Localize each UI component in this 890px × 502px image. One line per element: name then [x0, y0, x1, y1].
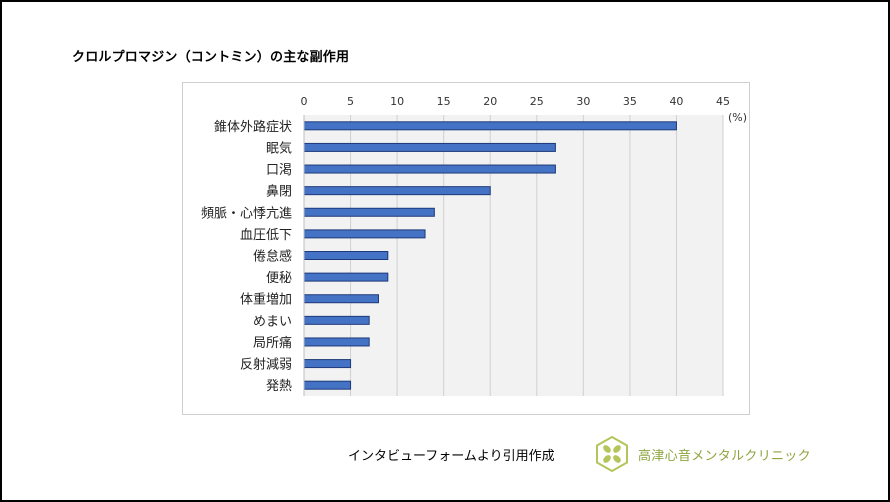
x-tick-label: 40 — [669, 95, 683, 108]
category-label: 反射減弱 — [240, 357, 292, 373]
category-label: 倦怠感 — [253, 249, 292, 265]
chart-title: クロルプロマジン（コントミン）の主な副作用 — [72, 50, 350, 65]
clinic-name: 高津心音メンタルクリニック — [638, 449, 811, 464]
category-label: 錐体外路症状 — [214, 119, 292, 135]
x-tick-label: 0 — [301, 95, 308, 108]
bar — [303, 121, 677, 131]
bar-chart: 0 5 10 15 20 25 30 35 40 45 (%) 錐体外路症状眠気口渇鼻閉頻脈・心悸亢進… — [201, 95, 747, 396]
bar — [303, 164, 556, 174]
x-tick-label: 15 — [437, 95, 451, 108]
bar — [303, 337, 370, 347]
bar — [303, 186, 491, 196]
category-label: 口渇 — [266, 162, 292, 178]
bar — [303, 272, 389, 282]
x-tick-label: 25 — [530, 95, 544, 108]
category-label: 眠気 — [266, 140, 292, 156]
chart-container: 0 5 10 15 20 25 30 35 40 45 (%) 錐体外路症状眠気口渇鼻閉頻脈・心悸亢進… — [182, 82, 750, 415]
bar — [303, 142, 556, 152]
bar — [303, 359, 352, 369]
category-label: 頻脈・心悸亢進 — [201, 205, 292, 221]
bar — [303, 251, 389, 260]
bar — [303, 315, 370, 325]
unit-label: (%) — [728, 111, 747, 124]
category-label: 便秘 — [266, 271, 292, 286]
category-label: 体重増加 — [240, 292, 292, 308]
bar — [303, 207, 435, 217]
x-tick-label: 35 — [623, 95, 637, 108]
x-tick-label: 10 — [390, 95, 404, 108]
x-tick-label: 45 — [716, 95, 730, 108]
x-tick-label: 20 — [483, 95, 497, 108]
category-label: 発熱 — [266, 379, 292, 394]
x-tick-label: 5 — [347, 95, 354, 108]
category-label: 血圧低下 — [240, 228, 292, 243]
source-note: インタビューフォームより引用作成 — [348, 449, 555, 464]
category-label: めまい — [253, 314, 292, 329]
category-label: 鼻閉 — [266, 184, 292, 200]
bar — [303, 380, 352, 390]
bar — [303, 294, 379, 304]
x-tick-label: 30 — [576, 95, 590, 108]
bar — [303, 229, 426, 239]
clinic-logo-icon — [596, 436, 628, 472]
category-label: 局所痛 — [253, 335, 292, 351]
